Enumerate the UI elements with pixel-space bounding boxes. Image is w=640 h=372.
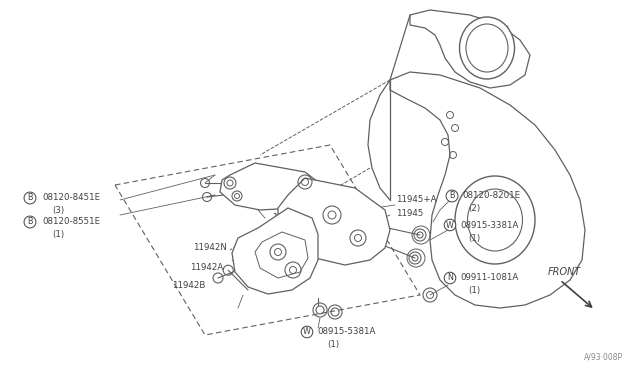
Text: W: W [303,327,311,337]
Text: (1): (1) [468,234,480,243]
Polygon shape [232,208,318,294]
Text: 11940: 11940 [272,214,300,222]
Text: N: N [447,273,453,282]
Text: B: B [28,218,33,227]
Text: 08915-3381A: 08915-3381A [460,221,518,230]
Text: B: B [28,193,33,202]
Text: 09911-1081A: 09911-1081A [460,273,518,282]
Polygon shape [220,163,318,210]
Polygon shape [278,178,390,265]
Text: A/93·008P: A/93·008P [584,353,623,362]
Text: (1): (1) [468,286,480,295]
Polygon shape [390,72,585,308]
Text: (1): (1) [52,231,64,240]
Text: B: B [449,192,455,201]
Text: W: W [446,221,454,230]
Text: 08915-5381A: 08915-5381A [317,327,376,337]
Text: 11945+A: 11945+A [396,196,436,205]
Text: FRONT: FRONT [548,267,581,277]
Text: 11945: 11945 [396,208,424,218]
Text: (3): (3) [52,206,64,215]
Text: 11942B: 11942B [172,280,205,289]
Polygon shape [410,10,530,88]
Text: 08120-8201E: 08120-8201E [462,192,520,201]
Ellipse shape [455,176,535,264]
Text: 11942N: 11942N [193,244,227,253]
Text: (1): (1) [327,340,339,350]
Text: 08120-8451E: 08120-8451E [42,193,100,202]
Text: 11942A: 11942A [190,263,223,273]
Ellipse shape [460,17,515,79]
Text: 08120-8551E: 08120-8551E [42,218,100,227]
Text: (2): (2) [468,205,480,214]
